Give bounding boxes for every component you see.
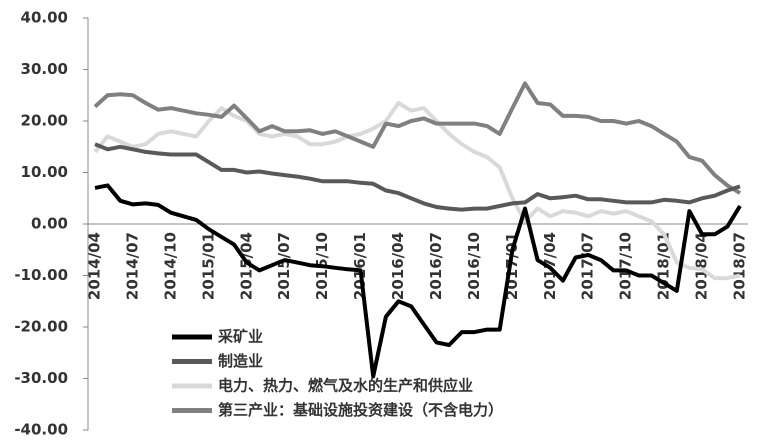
series-line bbox=[94, 183, 742, 379]
x-tick-label: 2016/10 bbox=[465, 232, 483, 300]
series-line bbox=[93, 81, 742, 195]
x-tick-label: 2015/04 bbox=[237, 232, 255, 300]
y-tick-label: 0.00 bbox=[31, 215, 68, 233]
x-tick-label: 2016/01 bbox=[351, 232, 369, 300]
y-tick-label: -10.00 bbox=[14, 266, 68, 284]
y-tick-label: 20.00 bbox=[21, 112, 68, 130]
x-tick-label: 2014/04 bbox=[86, 232, 104, 300]
y-tick-label: -20.00 bbox=[14, 318, 68, 336]
x-tick-label: 2016/07 bbox=[427, 232, 445, 300]
legend-label: 电力、热力、燃气及水的生产和供应业 bbox=[218, 377, 473, 395]
x-tick-label: 2014/10 bbox=[161, 232, 179, 300]
x-tick-label: 2017/10 bbox=[617, 232, 635, 300]
y-tick-label: 30.00 bbox=[21, 60, 68, 78]
x-tick-label: 2015/07 bbox=[275, 232, 293, 300]
legend-label: 制造业 bbox=[218, 352, 263, 370]
legend-label: 采矿业 bbox=[217, 328, 263, 346]
legend-label: 第三产业：基础设施投资建设（不含电力） bbox=[218, 401, 503, 419]
series-line bbox=[93, 101, 741, 281]
y-tick-label: 10.00 bbox=[21, 163, 68, 181]
series-line bbox=[94, 142, 741, 212]
x-tick-label: 2018/04 bbox=[693, 232, 711, 300]
x-tick-label: 2018/07 bbox=[731, 232, 749, 300]
x-tick-label: 2017/07 bbox=[579, 232, 597, 300]
x-tick-label: 2016/04 bbox=[389, 232, 407, 300]
x-tick-label: 2014/07 bbox=[123, 232, 141, 300]
y-tick-label: -30.00 bbox=[14, 369, 68, 387]
x-tick-label: 2018/01 bbox=[655, 232, 673, 300]
y-tick-label: -40.00 bbox=[14, 421, 68, 439]
y-tick-label: 40.00 bbox=[21, 9, 68, 27]
x-tick-label: 2015/01 bbox=[199, 232, 217, 300]
